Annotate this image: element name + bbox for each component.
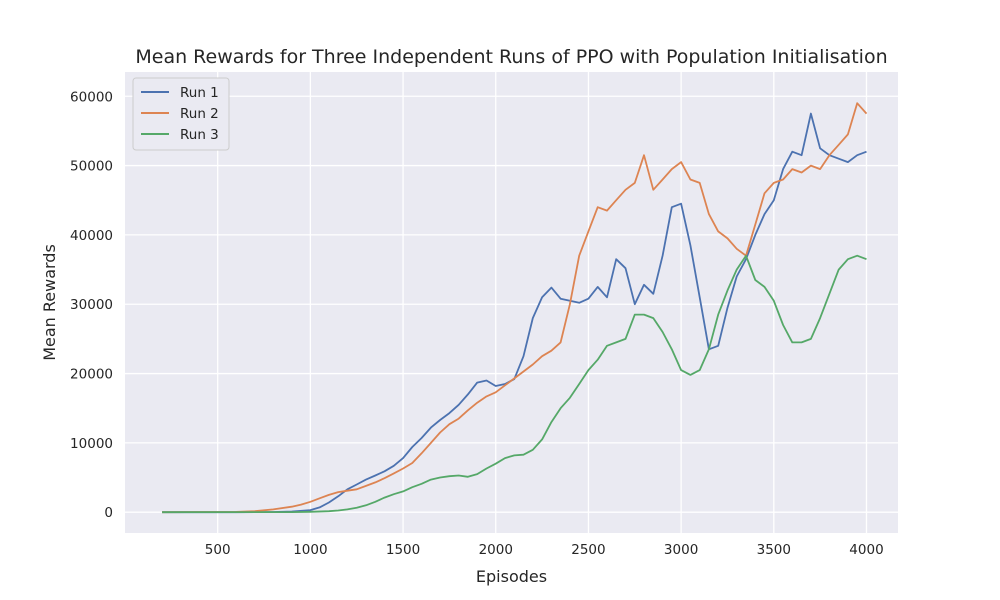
legend-box	[132, 77, 230, 151]
legend-entry: Run 3	[180, 127, 219, 143]
x-tick-label: 500	[205, 542, 231, 558]
legend-entry: Run 2	[180, 106, 219, 122]
plot-area	[125, 72, 898, 533]
x-tick-labels: 500 1000 1500 2000 2500 3000 3500 4000	[205, 542, 884, 558]
y-tick-label: 30000	[70, 297, 113, 313]
y-tick-label: 40000	[70, 228, 113, 244]
legend-entry: Run 1	[180, 85, 219, 101]
x-tick-label: 4000	[849, 542, 883, 558]
y-tick-label: 60000	[70, 89, 113, 105]
x-tick-label: 2500	[571, 542, 605, 558]
grid	[125, 72, 898, 533]
x-tick-label: 2000	[479, 542, 513, 558]
series-line-run-3	[162, 254, 867, 514]
legend: Run 1 Run 2 Run 3	[132, 77, 230, 151]
y-tick-label: 50000	[70, 159, 113, 175]
series-line-run-2	[162, 102, 868, 514]
y-axis-label: Mean Rewards	[40, 244, 59, 361]
x-tick-label: 3500	[757, 542, 791, 558]
y-tick-label: 0	[104, 505, 113, 521]
y-tick-label: 20000	[70, 367, 113, 383]
x-axis-label: Episodes	[476, 567, 547, 586]
x-tick-label: 1000	[293, 542, 327, 558]
chart-title: Mean Rewards for Three Independent Runs …	[135, 46, 887, 68]
x-tick-label: 3000	[664, 542, 698, 558]
y-tick-labels: 0 10000 20000 30000 40000 50000 60000	[70, 89, 113, 521]
series-layer	[162, 102, 868, 514]
x-tick-label: 1500	[386, 542, 420, 558]
y-tick-label: 10000	[70, 436, 113, 452]
